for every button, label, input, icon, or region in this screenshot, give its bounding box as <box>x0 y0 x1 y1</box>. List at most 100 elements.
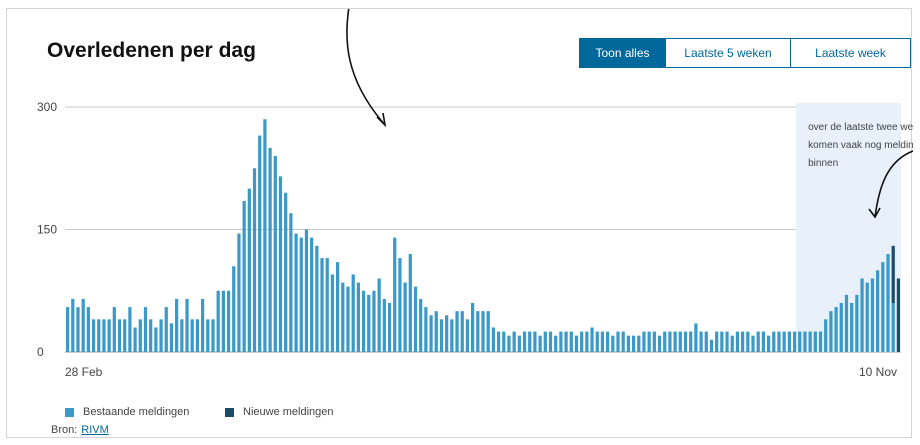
bar-existing <box>642 331 646 352</box>
legend-swatch-new <box>225 407 234 417</box>
bar-new <box>891 245 895 303</box>
label-layer: 300 150 0 over de laatste twee weken komen v… <box>37 100 913 379</box>
bar-existing <box>663 331 667 352</box>
bar-existing <box>502 331 506 352</box>
y-tick-label: 0 <box>37 345 44 359</box>
bar-existing <box>294 233 298 352</box>
bar-existing <box>356 282 360 352</box>
y-tick-label: 150 <box>37 223 57 237</box>
bar-existing <box>346 286 350 352</box>
bar-existing <box>175 298 179 352</box>
bar-existing <box>185 298 189 352</box>
bar-existing <box>746 331 750 352</box>
bar-existing <box>86 307 90 352</box>
bar-existing <box>372 290 376 352</box>
bar-existing <box>792 331 797 352</box>
bar-existing <box>616 331 620 352</box>
bar-existing <box>398 258 402 352</box>
bar-existing <box>647 331 651 352</box>
bar-existing <box>221 290 225 352</box>
bar-existing <box>855 294 859 352</box>
bar-existing <box>824 319 828 352</box>
bar-existing <box>580 331 584 352</box>
bar-existing <box>382 298 386 352</box>
bar-existing <box>486 311 490 352</box>
x-tick-label-start: 28 Feb <box>65 365 103 379</box>
bar-existing <box>673 331 677 352</box>
bar-existing <box>818 331 823 352</box>
bar-existing <box>263 119 267 352</box>
bar-chart: 300 150 0 over de laatste twee weken komen v… <box>37 9 913 379</box>
bar-existing <box>699 331 703 352</box>
bar-existing <box>325 258 329 352</box>
legend-label-new: Nieuwe meldingen <box>243 406 334 418</box>
bar-existing <box>450 319 454 352</box>
bar-existing <box>626 335 631 352</box>
bar-existing <box>886 254 890 352</box>
bar-existing <box>657 335 662 352</box>
bar-existing <box>164 307 168 352</box>
tab-last-week[interactable]: Laatste week <box>791 39 910 67</box>
bar-existing <box>585 331 589 352</box>
bar-existing <box>180 319 184 352</box>
bar-existing <box>689 331 693 352</box>
bar-existing <box>434 311 438 352</box>
bar-existing <box>528 331 532 352</box>
bar-existing <box>881 262 885 352</box>
bar-existing <box>159 319 163 352</box>
bar-existing <box>335 262 340 352</box>
bar-existing <box>465 319 470 352</box>
bar-existing <box>865 282 869 352</box>
bar-existing <box>730 335 734 352</box>
bar-existing <box>600 331 605 352</box>
bar-existing <box>424 307 428 352</box>
bar-existing <box>258 135 262 352</box>
bar-existing <box>595 331 599 352</box>
bar-existing <box>574 335 579 352</box>
legend-item-existing: Bestaande meldingen <box>65 406 189 418</box>
bar-existing <box>590 327 594 352</box>
bar-existing <box>844 294 849 352</box>
bar-existing <box>756 331 760 352</box>
bar-existing <box>808 331 812 352</box>
bar-existing <box>569 331 573 352</box>
bar-existing <box>190 319 194 352</box>
bar-existing <box>439 319 444 352</box>
bar-existing <box>548 331 553 352</box>
bar-existing <box>102 319 106 352</box>
bar-existing <box>284 192 288 352</box>
source-link[interactable]: RIVM <box>81 424 109 436</box>
bar-existing <box>419 298 423 352</box>
bar-existing <box>76 307 80 352</box>
bar-existing <box>299 237 303 352</box>
bar-existing <box>393 237 397 352</box>
bar-existing <box>330 274 335 352</box>
bar-existing <box>237 233 241 352</box>
bar-existing <box>154 327 158 352</box>
bar-existing <box>554 335 558 352</box>
bar-existing <box>304 229 309 352</box>
bar-existing <box>798 331 802 352</box>
bar-existing <box>320 258 324 352</box>
bar-existing <box>149 319 153 352</box>
annotation-arrowhead-peak <box>376 112 387 128</box>
bar-existing <box>834 307 838 352</box>
bar-existing <box>715 331 719 352</box>
bar-layer <box>65 119 901 352</box>
bar-existing <box>543 331 547 352</box>
bar-existing <box>870 278 875 352</box>
legend-item-new: Nieuwe meldingen <box>225 406 334 418</box>
chart-card: Overledenen per dag Toon alles Laatste 5… <box>6 8 913 438</box>
bar-existing <box>725 331 729 352</box>
bar-existing <box>533 331 537 352</box>
bar-existing <box>123 319 127 352</box>
bar-existing <box>476 311 480 352</box>
bar-existing <box>367 294 371 352</box>
chart-title: Overledenen per dag <box>47 39 256 62</box>
tab-show-all[interactable]: Toon alles <box>580 39 666 67</box>
bar-existing <box>91 319 96 352</box>
bar-existing <box>310 237 314 352</box>
bar-existing <box>611 335 615 352</box>
bar-existing <box>694 323 698 352</box>
tab-last-5-weeks[interactable]: Laatste 5 weken <box>666 39 791 67</box>
